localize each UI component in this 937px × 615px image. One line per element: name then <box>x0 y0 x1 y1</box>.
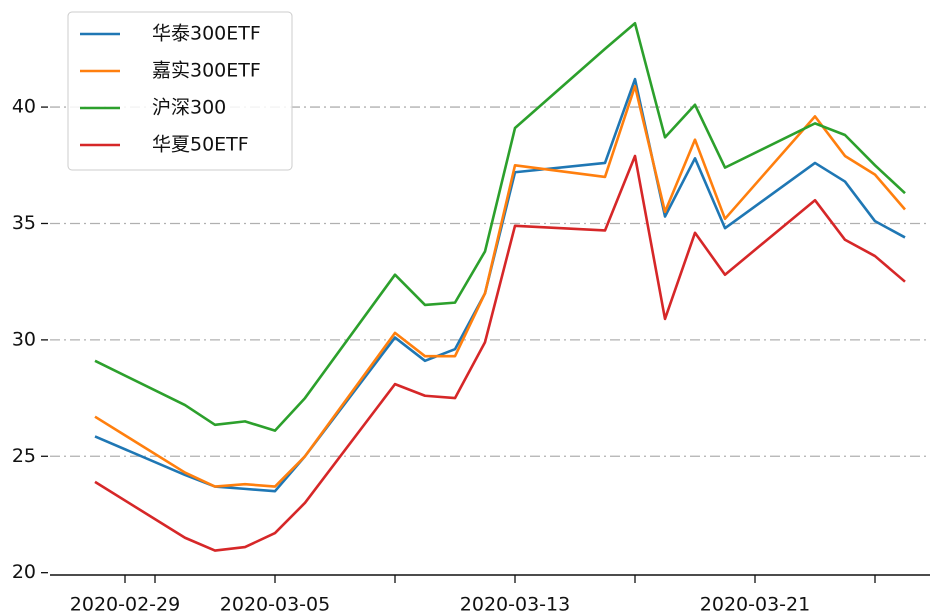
legend: 华泰300ETF 嘉实300ETF 沪深300 华夏50ETF <box>67 11 293 171</box>
legend-label: 嘉实300ETF <box>152 60 261 82</box>
legend-label: 沪深300 <box>152 97 226 119</box>
y-tick-label: 40 <box>12 96 36 118</box>
line-series <box>94 154 906 552</box>
legend-label: 华夏50ETF <box>152 134 249 156</box>
y-tick-label: 20 <box>12 561 36 583</box>
legend-frame <box>67 11 293 171</box>
y-tick-label: 30 <box>12 328 36 350</box>
y-tick-label: 35 <box>12 212 36 234</box>
line-series <box>94 21 906 432</box>
y-tick-label: 25 <box>12 445 36 467</box>
x-tick-label: 2020-03-13 <box>460 594 570 615</box>
line-series <box>94 84 906 488</box>
x-tick-label: 2020-02-29 <box>70 594 180 615</box>
x-tick-label: 2020-03-05 <box>220 594 330 615</box>
legend-label: 华泰300ETF <box>152 23 261 45</box>
x-tick-label: 2020-03-21 <box>700 594 810 615</box>
